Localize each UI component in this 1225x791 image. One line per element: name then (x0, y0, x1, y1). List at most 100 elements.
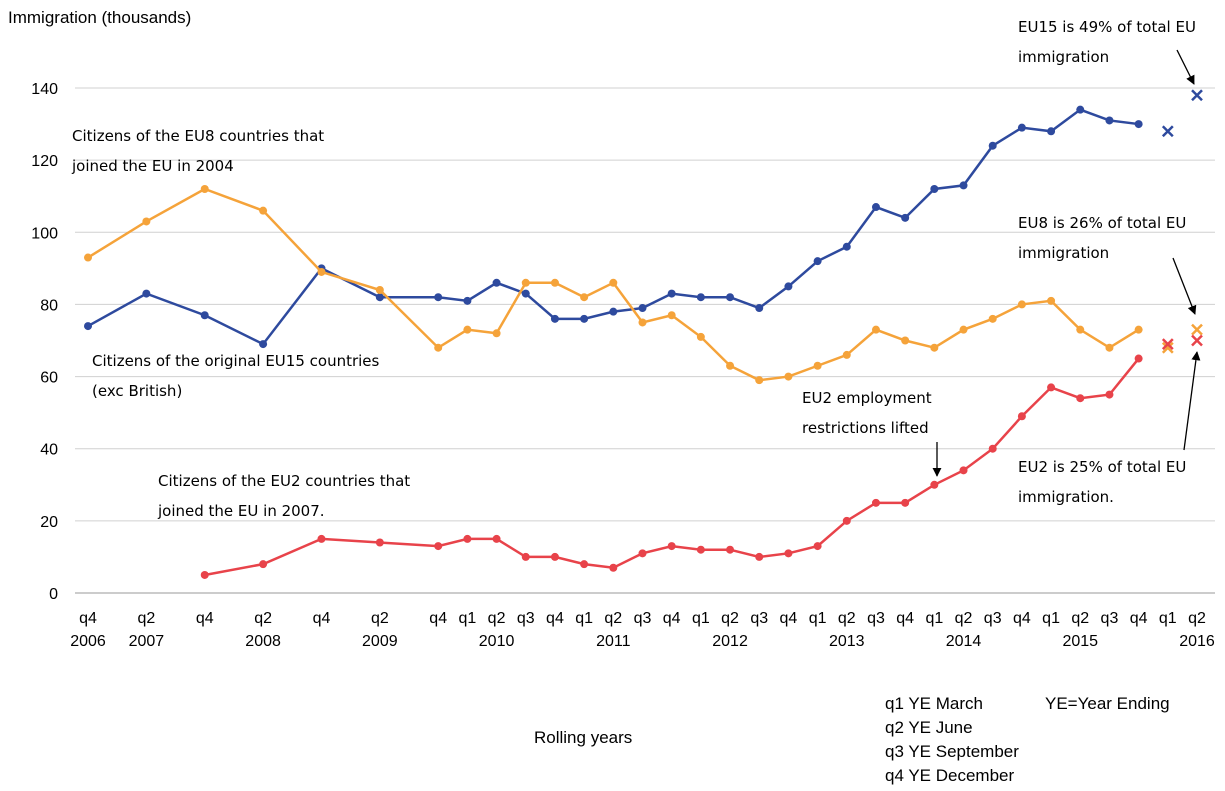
point (1076, 394, 1085, 403)
x-tick-label: q1 (925, 610, 943, 627)
point (317, 534, 326, 543)
annotation: EU2 employment restrictions lifted (802, 389, 932, 437)
x-tick-label: q3 (984, 610, 1002, 627)
point (609, 307, 618, 316)
annotation: EU8 is 26% of total EU immigration (1018, 214, 1187, 262)
point (580, 560, 589, 569)
point (84, 322, 92, 331)
point (988, 314, 997, 323)
point (492, 329, 501, 338)
x-tick-label: q2 2014 (946, 610, 982, 650)
x-tick-label: q4 (1013, 610, 1031, 627)
cross-marker (1161, 125, 1174, 138)
point (638, 318, 647, 327)
annotation: EU15 is 49% of total EU immigration (1018, 18, 1196, 66)
point (1076, 105, 1085, 114)
point (463, 296, 472, 305)
point (959, 181, 968, 190)
x-tick-label: q2 2007 (129, 610, 165, 650)
point (142, 289, 151, 298)
series-label: Citizens of the EU8 countries that joine… (72, 127, 325, 175)
point (930, 185, 939, 193)
x-tick-label: q1 (575, 610, 593, 627)
point (901, 498, 910, 507)
x-tick-label: q1 (692, 610, 710, 627)
point (434, 542, 443, 551)
point (200, 570, 209, 579)
y-axis-title: Immigration (thousands) (8, 8, 192, 27)
x-tick-label: q3 (517, 610, 535, 627)
point (667, 289, 676, 298)
point (784, 549, 793, 558)
point (1047, 127, 1056, 136)
footnote: q3 YE September (885, 742, 1019, 761)
point (550, 552, 559, 561)
point (871, 203, 880, 212)
y-tick-label: 140 (31, 81, 58, 98)
x-tick-label: q1 (458, 610, 476, 627)
x-tick-label: q4 (429, 610, 447, 627)
point (813, 542, 822, 551)
point (521, 552, 530, 561)
x-tick-label: q2 2012 (712, 610, 748, 650)
point (755, 552, 764, 561)
y-tick-label: 40 (40, 442, 58, 459)
point (317, 267, 326, 276)
footnote: q2 YE June (885, 718, 973, 737)
point (375, 286, 384, 294)
point (259, 560, 268, 569)
x-tick-label: q3 (750, 610, 768, 627)
series-label: Citizens of the EU2 countries that joine… (158, 472, 411, 520)
point (1134, 325, 1143, 334)
point (580, 314, 589, 323)
point (988, 444, 997, 453)
point (784, 372, 793, 381)
point (580, 293, 589, 302)
point (1105, 390, 1114, 399)
cross-marker (1191, 334, 1203, 347)
point (550, 314, 559, 323)
cross-marker (1191, 323, 1203, 336)
arrow (1176, 49, 1195, 85)
x-tick-label: q1 (809, 610, 827, 627)
point (1076, 325, 1085, 334)
point (755, 376, 764, 385)
arrow (1172, 257, 1197, 315)
point (901, 336, 910, 345)
x-tick-label: q3 (1101, 610, 1119, 627)
point (1047, 296, 1056, 305)
series-label: Citizens of the original EU15 countries … (92, 352, 380, 400)
x-tick-label: q3 (867, 610, 885, 627)
point (1134, 120, 1143, 129)
x-tick-label: q2 2015 (1062, 610, 1098, 650)
point (667, 311, 676, 320)
point (696, 545, 705, 554)
point (813, 361, 822, 370)
point (726, 361, 735, 370)
point (1105, 343, 1114, 352)
point (434, 343, 443, 352)
point (521, 278, 530, 287)
point (142, 217, 151, 226)
y-tick-label: 120 (31, 153, 58, 170)
footnote: YE=Year Ending (1045, 694, 1170, 713)
x-tick-label: q4 (313, 610, 331, 627)
point (200, 311, 209, 320)
point (550, 278, 559, 287)
footnote: q4 YE December (885, 766, 1015, 785)
point (1017, 412, 1026, 421)
point (492, 278, 501, 287)
point (638, 304, 647, 313)
point (871, 325, 880, 334)
y-tick-label: 0 (49, 586, 58, 603)
annotation: EU2 is 25% of total EU immigration. (1018, 458, 1187, 506)
point (842, 350, 851, 359)
point (259, 340, 268, 349)
point (463, 325, 472, 334)
x-tick-label: q1 (1159, 610, 1177, 627)
point (842, 242, 851, 251)
point (726, 293, 735, 302)
x-tick-label: q2 2008 (245, 610, 281, 650)
point (726, 545, 735, 554)
